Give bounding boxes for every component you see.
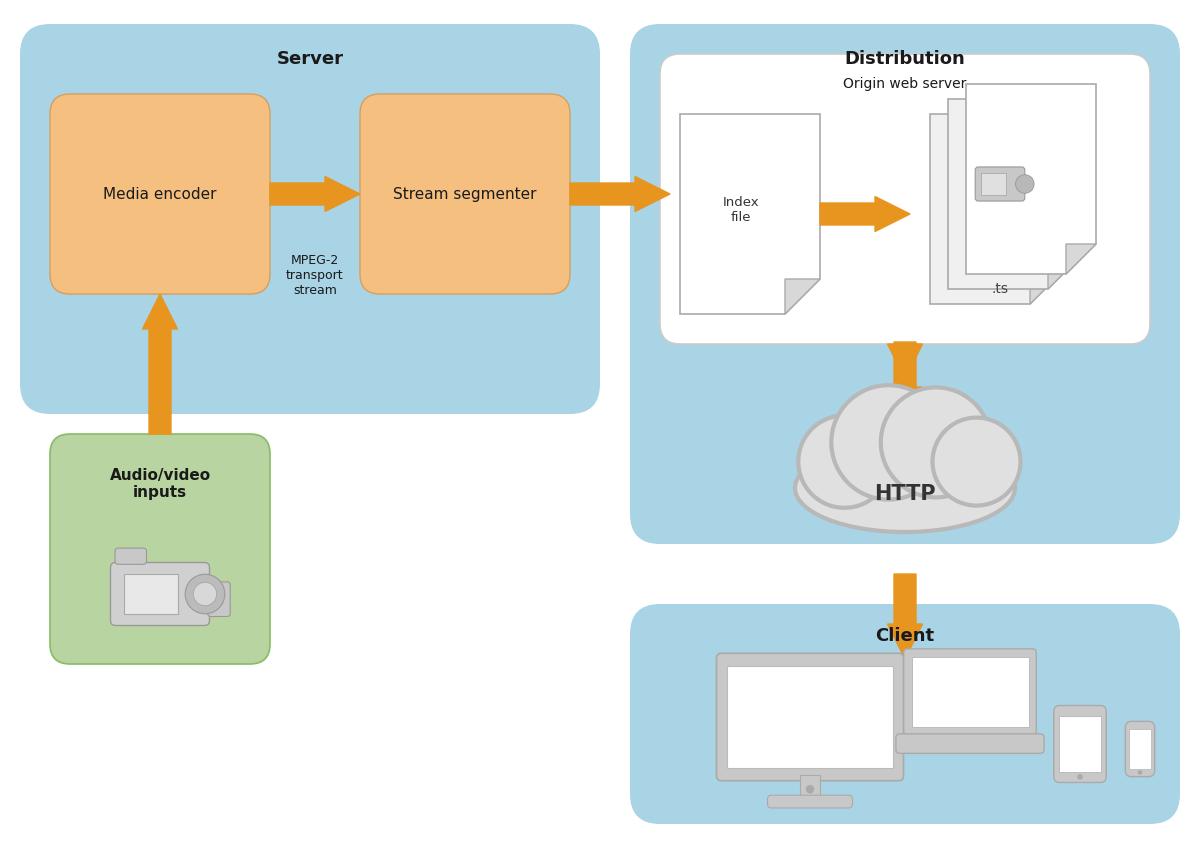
FancyBboxPatch shape — [768, 795, 852, 808]
Circle shape — [1138, 770, 1142, 775]
Bar — [124, 574, 178, 614]
Circle shape — [185, 574, 224, 614]
Polygon shape — [1048, 259, 1078, 289]
Circle shape — [932, 418, 1020, 506]
FancyBboxPatch shape — [208, 582, 230, 616]
Text: Origin web server: Origin web server — [844, 77, 967, 91]
Circle shape — [193, 582, 217, 606]
FancyBboxPatch shape — [20, 24, 600, 414]
Bar — [912, 657, 1028, 727]
FancyBboxPatch shape — [115, 548, 146, 565]
FancyArrow shape — [888, 574, 923, 659]
FancyBboxPatch shape — [630, 604, 1180, 824]
FancyBboxPatch shape — [630, 24, 1180, 544]
FancyArrow shape — [820, 197, 910, 231]
FancyBboxPatch shape — [1054, 706, 1106, 782]
Text: Client: Client — [876, 627, 935, 645]
Text: Media encoder: Media encoder — [103, 187, 217, 202]
Ellipse shape — [796, 444, 1015, 532]
Polygon shape — [1030, 274, 1060, 304]
FancyArrow shape — [888, 344, 923, 379]
Circle shape — [805, 785, 815, 793]
Bar — [1129, 729, 1151, 769]
FancyBboxPatch shape — [1126, 722, 1154, 776]
FancyArrow shape — [143, 294, 178, 434]
Polygon shape — [930, 114, 1060, 304]
Text: Index
file: Index file — [722, 196, 760, 224]
Polygon shape — [680, 114, 820, 314]
Bar — [1058, 716, 1102, 772]
Circle shape — [798, 415, 890, 508]
Text: HTTP: HTTP — [874, 484, 936, 504]
Text: Server: Server — [276, 50, 343, 68]
Text: MPEG-2
transport
stream: MPEG-2 transport stream — [286, 254, 344, 297]
FancyBboxPatch shape — [976, 167, 1025, 201]
FancyBboxPatch shape — [716, 653, 904, 781]
Circle shape — [832, 385, 946, 500]
FancyBboxPatch shape — [896, 734, 1044, 754]
FancyArrow shape — [270, 176, 360, 212]
Text: Distribution: Distribution — [845, 50, 965, 68]
Text: Audio/video
inputs: Audio/video inputs — [109, 468, 210, 500]
Bar — [982, 173, 1007, 195]
Bar — [800, 775, 821, 796]
FancyBboxPatch shape — [904, 649, 1037, 734]
Bar — [727, 666, 893, 768]
FancyArrow shape — [888, 342, 923, 422]
Circle shape — [1015, 175, 1034, 193]
FancyBboxPatch shape — [660, 54, 1150, 344]
Polygon shape — [785, 279, 820, 314]
Text: Stream segmenter: Stream segmenter — [394, 187, 536, 202]
Circle shape — [1078, 774, 1082, 780]
Polygon shape — [948, 99, 1078, 289]
Text: .ts: .ts — [991, 282, 1008, 296]
FancyBboxPatch shape — [50, 94, 270, 294]
Polygon shape — [1066, 244, 1096, 274]
Circle shape — [881, 387, 991, 497]
FancyBboxPatch shape — [50, 434, 270, 664]
FancyBboxPatch shape — [360, 94, 570, 294]
Polygon shape — [966, 84, 1096, 274]
FancyBboxPatch shape — [110, 562, 210, 625]
FancyArrow shape — [570, 176, 670, 212]
